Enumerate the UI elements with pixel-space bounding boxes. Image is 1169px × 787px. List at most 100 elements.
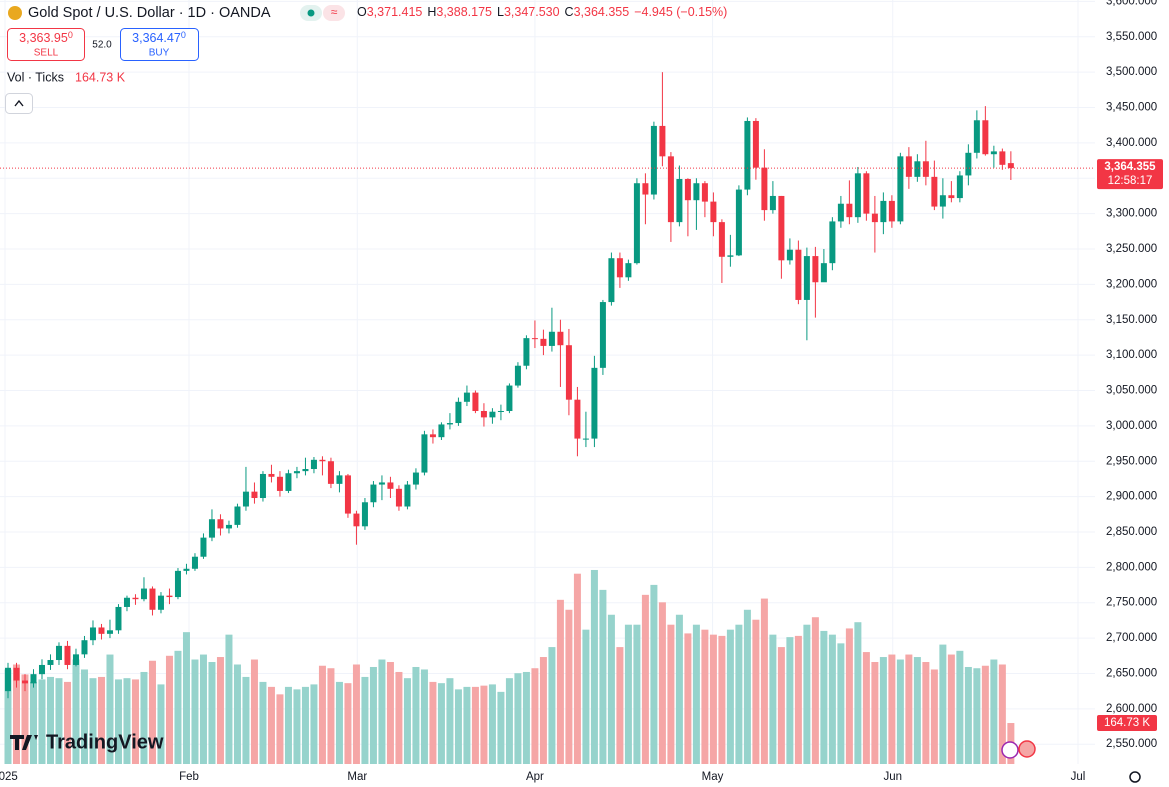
volume-bar [973,668,981,764]
x-tick-label: May [702,771,724,783]
candle-body [259,473,266,499]
candle-body [795,249,802,300]
ohlc-value: 3,371.415 [367,5,423,19]
candle-body [302,469,309,472]
candle-body [820,263,827,283]
volume-bar [412,666,420,764]
volume-bar [794,635,802,764]
volume-bar [990,659,998,764]
settings-icon[interactable] [1129,771,1141,783]
volume-bar [505,678,513,764]
volume-bar [140,671,148,764]
volume-bar [89,678,97,764]
volume-bar [386,662,394,764]
event-icon[interactable] [1001,741,1019,759]
candle-body [659,125,666,157]
buy-button[interactable] [120,28,199,61]
candle-body [684,178,691,201]
candle-body [769,195,776,211]
volume-bar [318,665,326,764]
volume-bar [684,633,692,764]
candle-body [761,167,768,211]
candle-body [446,423,453,425]
volume-bar [828,634,836,764]
candle-body [676,178,683,223]
volume-bar [182,632,190,764]
ohlc-value: 3,364.355 [574,5,630,19]
candle-body [429,434,436,438]
candle-body [735,189,742,256]
candle-body [557,331,564,346]
candle-body [846,203,853,218]
buy-price: 3,364.470 [132,30,186,45]
volume-bar [72,659,80,764]
candle-body [939,195,946,207]
y-tick-label: 2,800.000 [1106,561,1157,573]
candle-body [344,475,351,514]
candle-body [123,597,130,607]
session-pill[interactable] [323,5,345,21]
buy-price-small: 0 [181,30,186,40]
collapse-button[interactable] [5,93,33,114]
candle-body [829,221,836,264]
volume-bar [38,679,46,764]
price-pane [0,72,1095,699]
volume-bar [497,691,505,764]
volume-legend-value: 164.73 K [75,70,126,84]
candle-body [701,183,708,202]
candle-body [608,258,615,303]
y-tick-label: 3,100.000 [1106,349,1157,361]
candle-body [693,183,700,201]
volume-bar [718,635,726,764]
candle-body [200,537,207,557]
candle-body [132,597,139,600]
volume-bar [293,689,301,764]
volume-bar [641,594,649,764]
y-tick-label: 3,400.000 [1106,137,1157,149]
candle-body [642,183,649,195]
x-tick-label: Jul [1071,771,1086,783]
volume-bar [939,644,947,764]
candle-body [650,125,657,195]
volume-bar [310,684,318,764]
volume-bar [803,624,811,764]
volume-bar [956,650,964,764]
candle-body [370,484,377,503]
symbol-title[interactable]: Gold Spot / U.S. Dollar · 1D · OANDA [28,5,271,21]
volume-bar [420,669,428,764]
y-tick-label: 2,950.000 [1106,455,1157,467]
candle-body [310,459,317,470]
volume-bar [692,624,700,764]
volume-bar [913,657,921,764]
candle-body [523,338,530,366]
volume-bar [276,694,284,764]
symbol-icon [8,6,22,20]
volume-bar [454,689,462,764]
event-icon[interactable] [1018,740,1036,758]
y-tick-label: 3,050.000 [1106,385,1157,397]
candle-body [421,434,428,473]
volume-bar [539,657,547,764]
candle-body [387,482,394,489]
volume-bar [760,598,768,764]
candle-body [149,588,156,610]
volume-bar [97,676,105,764]
logo-text: TradingView [46,731,164,753]
last-price-label: 3,364.355 [1104,161,1156,173]
collapse-icon [14,99,24,107]
candle-body [565,345,572,400]
volume-bar [811,617,819,764]
buy-label: BUY [149,48,170,59]
volume-bar [106,654,114,764]
y-tick-label: 3,000.000 [1106,420,1157,432]
candle-body [89,627,96,641]
sell-button[interactable] [7,28,85,61]
status-dot [307,9,315,17]
volume-bar [675,614,683,764]
candle-body [72,654,79,665]
ohlc-value: 3,388.175 [436,5,492,19]
volume-bar [378,659,386,764]
volume-bar [709,634,717,764]
candle-body [965,152,972,176]
